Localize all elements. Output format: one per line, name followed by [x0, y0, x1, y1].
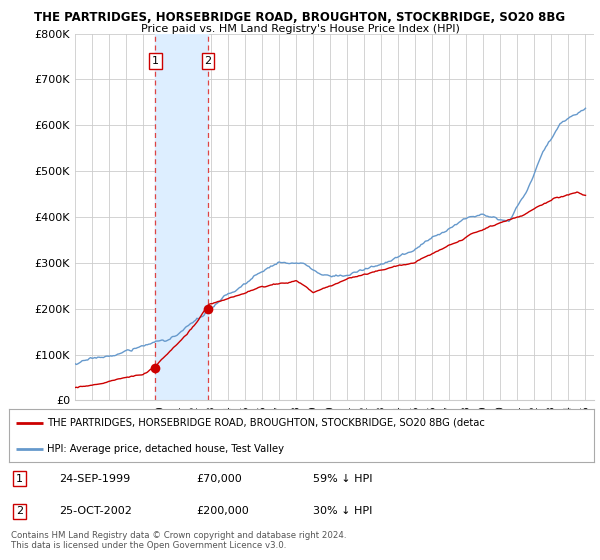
Text: £200,000: £200,000 — [196, 506, 249, 516]
Text: £70,000: £70,000 — [196, 474, 242, 484]
Text: 2: 2 — [205, 56, 211, 66]
Text: Contains HM Land Registry data © Crown copyright and database right 2024.
This d: Contains HM Land Registry data © Crown c… — [11, 531, 346, 550]
Text: 30% ↓ HPI: 30% ↓ HPI — [313, 506, 373, 516]
Bar — [155, 34, 208, 400]
Text: 59% ↓ HPI: 59% ↓ HPI — [313, 474, 373, 484]
Text: Price paid vs. HM Land Registry's House Price Index (HPI): Price paid vs. HM Land Registry's House … — [140, 24, 460, 34]
Text: HPI: Average price, detached house, Test Valley: HPI: Average price, detached house, Test… — [47, 444, 284, 454]
Text: 24-SEP-1999: 24-SEP-1999 — [59, 474, 130, 484]
Text: 2: 2 — [16, 506, 23, 516]
Text: THE PARTRIDGES, HORSEBRIDGE ROAD, BROUGHTON, STOCKBRIDGE, SO20 8BG (detac: THE PARTRIDGES, HORSEBRIDGE ROAD, BROUGH… — [47, 418, 485, 428]
Text: 1: 1 — [16, 474, 23, 484]
Text: 25-OCT-2002: 25-OCT-2002 — [59, 506, 131, 516]
Text: THE PARTRIDGES, HORSEBRIDGE ROAD, BROUGHTON, STOCKBRIDGE, SO20 8BG: THE PARTRIDGES, HORSEBRIDGE ROAD, BROUGH… — [34, 11, 566, 24]
Text: 1: 1 — [152, 56, 159, 66]
